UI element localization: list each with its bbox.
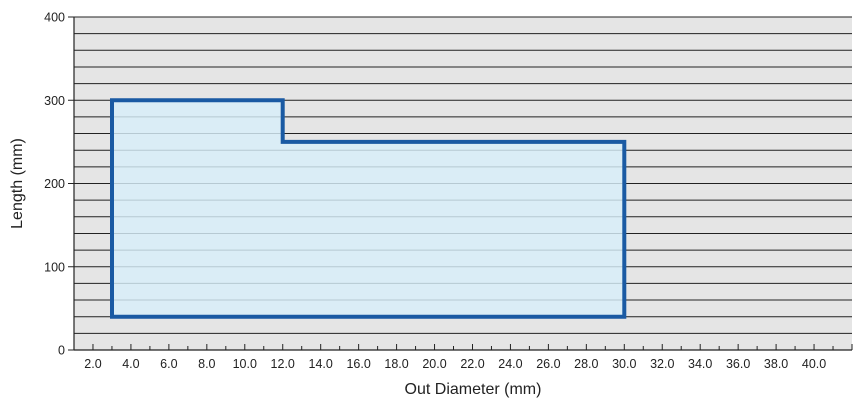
x-tick-label: 20.0 (422, 357, 446, 371)
x-tick-label: 10.0 (233, 357, 257, 371)
region-layer (110, 98, 627, 319)
x-tick-label: 12.0 (271, 357, 295, 371)
y-tick-label: 100 (44, 260, 65, 274)
x-tick-label: 38.0 (764, 357, 788, 371)
x-tick-label: 18.0 (384, 357, 408, 371)
x-tick-label: 6.0 (160, 357, 177, 371)
x-tick-label: 36.0 (726, 357, 750, 371)
y-tick-label: 200 (44, 177, 65, 191)
x-tick-label: 16.0 (346, 357, 370, 371)
y-axis-ticks: 0 100 200 300 400 (44, 11, 74, 358)
x-tick-label: 24.0 (498, 357, 522, 371)
y-tick-label: 400 (44, 11, 65, 25)
x-tick-label: 8.0 (198, 357, 215, 371)
region-outline (110, 98, 627, 319)
y-tick-label: 300 (44, 94, 65, 108)
x-tick-label: 32.0 (650, 357, 674, 371)
x-tick-label: 26.0 (536, 357, 560, 371)
x-tick-label: 2.0 (84, 357, 101, 371)
y-tick-label: 0 (58, 344, 65, 358)
y-axis-title: Length (mm) (9, 138, 26, 229)
x-tick-label: 30.0 (612, 357, 636, 371)
x-tick-label: 28.0 (574, 357, 598, 371)
x-tick-label: 40.0 (802, 357, 826, 371)
x-axis-title: Out Diameter (mm) (405, 381, 542, 398)
x-axis-ticks: 2.0 4.0 6.0 8.0 10.0 12.0 14.0 16.0 18.0 20.0 22.0… (73, 344, 853, 371)
x-tick-label: 4.0 (122, 357, 139, 371)
x-tick-label: 22.0 (460, 357, 484, 371)
x-tick-label: 34.0 (688, 357, 712, 371)
x-tick-label: 14.0 (309, 357, 333, 371)
